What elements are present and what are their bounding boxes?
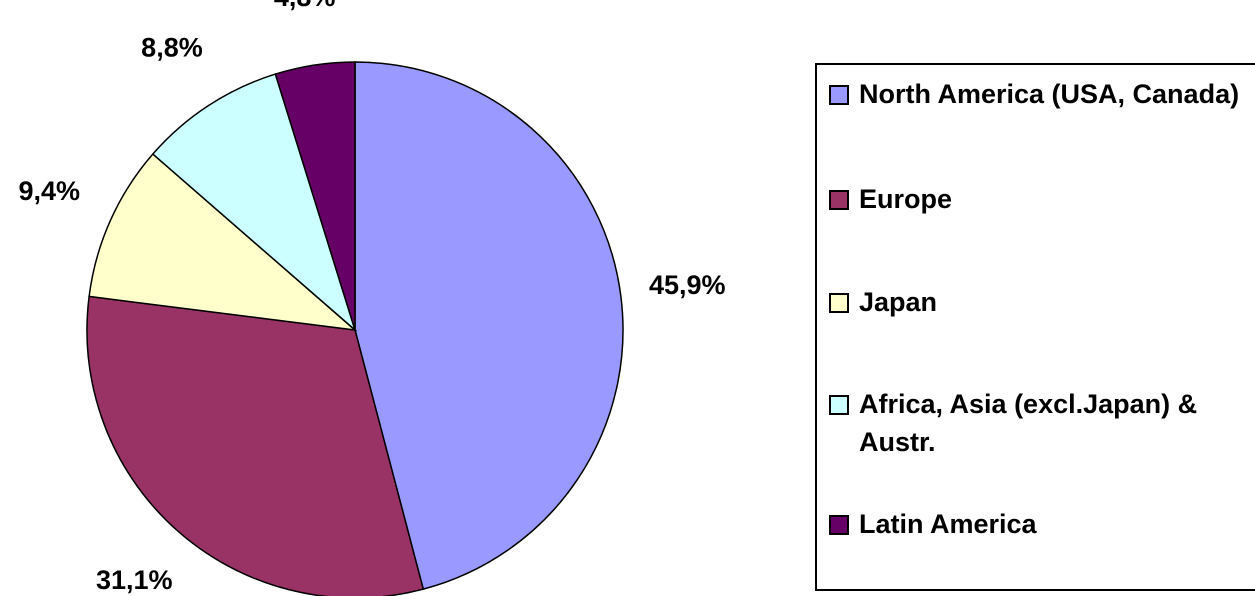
- legend-label: Africa, Asia (excl.Japan) & Austr.: [859, 389, 1198, 457]
- data-label: 8,8%: [141, 33, 203, 63]
- data-label: 31,1%: [96, 565, 173, 595]
- legend-item: Latin America: [829, 505, 1255, 543]
- legend-swatch: [829, 515, 849, 535]
- legend-swatch: [829, 293, 849, 313]
- data-label: 4,8%: [274, 0, 336, 12]
- pie-slice: [151, 73, 357, 333]
- legend-swatch: [829, 395, 849, 415]
- legend-swatch: [829, 85, 849, 105]
- legend-item: North America (USA, Canada): [829, 75, 1255, 113]
- pie-slice: [86, 295, 425, 596]
- legend-label: Europe: [859, 184, 953, 214]
- legend-item: Africa, Asia (excl.Japan) & Austr.: [829, 385, 1255, 461]
- data-label: 45,9%: [649, 270, 726, 300]
- legend: North America (USA, Canada) Europe Japan Af…: [815, 63, 1255, 591]
- legend-label: Japan: [859, 287, 938, 317]
- data-label: 9,4%: [18, 176, 80, 206]
- chart: 45,9% 31,1% 9,4% 8,8% 4,8%: [18, 0, 726, 596]
- legend-label: North America (USA, Canada): [859, 79, 1240, 109]
- legend-item: Japan: [829, 283, 1255, 321]
- legend-label: Latin America: [859, 509, 1037, 539]
- pie-slice: [88, 152, 358, 332]
- legend-swatch: [829, 190, 849, 210]
- legend-item: Europe: [829, 180, 1255, 218]
- pie-slice: [274, 61, 356, 331]
- pie-slice: [354, 61, 624, 591]
